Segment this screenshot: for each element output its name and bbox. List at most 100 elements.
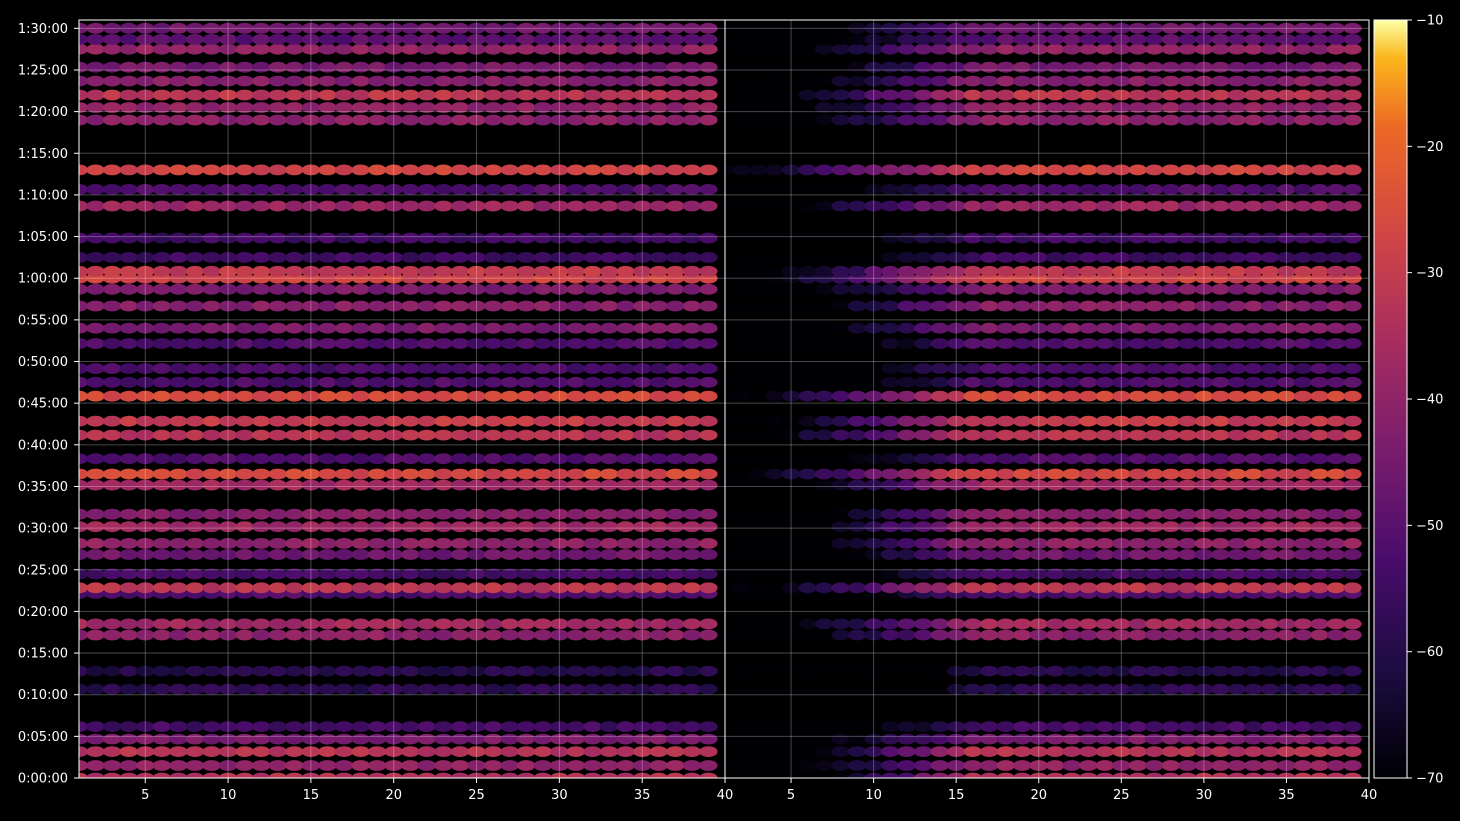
- heatmap-cell: [831, 629, 850, 641]
- heatmap-cell: [831, 43, 850, 55]
- heatmap-cell: [583, 114, 602, 126]
- heatmap-cell: [334, 265, 354, 277]
- heatmap-cell: [1029, 521, 1048, 533]
- heatmap-cell: [202, 61, 221, 73]
- heatmap-cell: [930, 300, 949, 312]
- heatmap-cell: [1046, 75, 1065, 87]
- heatmap-cell: [732, 453, 751, 465]
- heatmap-cell: [268, 252, 287, 263]
- heatmap-cell: [725, 521, 735, 533]
- heatmap-cell: [831, 89, 850, 101]
- heatmap-cell: [533, 184, 552, 195]
- heatmap-cell: [1277, 683, 1296, 695]
- heatmap-cell: [930, 618, 949, 630]
- heatmap-cell: [666, 322, 685, 334]
- heatmap-cell: [1079, 322, 1098, 334]
- heatmap-cell: [351, 618, 370, 630]
- heatmap-cell: [996, 508, 1015, 520]
- heatmap-cell: [599, 582, 619, 594]
- heatmap-cell: [268, 760, 287, 771]
- heatmap-cell: [583, 746, 602, 757]
- heatmap-cell: [682, 521, 702, 533]
- heatmap-cell: [616, 61, 635, 73]
- heatmap-cell: [930, 760, 949, 771]
- heatmap-cell: [1161, 114, 1181, 126]
- heatmap-cell: [136, 629, 155, 641]
- heatmap-cell: [1227, 721, 1247, 732]
- heatmap-cell: [1013, 265, 1032, 277]
- heatmap-cell: [814, 61, 834, 73]
- heatmap-cell: [417, 521, 436, 533]
- heatmap-cell: [1277, 549, 1296, 560]
- heatmap-cell: [450, 200, 470, 212]
- heatmap-cell: [583, 43, 602, 55]
- heatmap-cell: [185, 618, 205, 630]
- heatmap-cell: [1095, 760, 1115, 771]
- heatmap-cell: [1013, 164, 1032, 176]
- x-tick-label: 5: [787, 788, 795, 803]
- heatmap-cell: [79, 338, 89, 349]
- heatmap-cell: [1277, 568, 1296, 580]
- heatmap-cell: [947, 760, 966, 771]
- heatmap-cell: [914, 721, 933, 732]
- heatmap-cell: [831, 549, 850, 560]
- heatmap-cell: [119, 415, 138, 427]
- heatmap-cell: [566, 468, 586, 480]
- heatmap-cell: [1343, 232, 1362, 244]
- heatmap-cell: [252, 521, 271, 533]
- heatmap-cell: [500, 363, 519, 374]
- heatmap-cell: [285, 479, 304, 491]
- heatmap-cell: [119, 760, 138, 771]
- heatmap-cell: [649, 468, 668, 480]
- heatmap-cell: [699, 549, 718, 560]
- heatmap-cell: [1211, 453, 1230, 465]
- heatmap-cell: [218, 479, 238, 491]
- heatmap-cell: [235, 453, 254, 465]
- heatmap-cell: [417, 265, 436, 277]
- heatmap-cell: [1293, 521, 1313, 533]
- heatmap-cell: [814, 114, 834, 126]
- heatmap-cell: [1145, 568, 1164, 580]
- heatmap-cell: [1178, 772, 1197, 778]
- heatmap-cell: [169, 300, 188, 312]
- heatmap-cell: [1326, 184, 1346, 195]
- heatmap-cell: [1260, 114, 1280, 126]
- heatmap-cell: [798, 34, 817, 45]
- heatmap-cell: [252, 114, 271, 126]
- heatmap-cell: [1211, 75, 1230, 87]
- heatmap-cell: [880, 283, 900, 295]
- heatmap-cell: [185, 283, 205, 295]
- heatmap-cell: [1244, 283, 1263, 295]
- heatmap-cell: [947, 164, 966, 176]
- heatmap-cell: [1277, 746, 1296, 757]
- heatmap-cell: [218, 468, 238, 480]
- heatmap-cell: [599, 75, 619, 87]
- heatmap-cell: [1046, 772, 1065, 778]
- heatmap-cell: [218, 629, 238, 641]
- heatmap-cell: [666, 75, 685, 87]
- heatmap-cell: [897, 568, 916, 580]
- heatmap-cell: [1029, 322, 1048, 334]
- heatmap-cell: [1128, 665, 1148, 677]
- heatmap-cell: [798, 538, 817, 549]
- heatmap-cell: [384, 376, 403, 388]
- heatmap-cell: [152, 521, 171, 533]
- heatmap-cell: [301, 232, 321, 244]
- heatmap-cell: [1112, 34, 1131, 45]
- heatmap-cell: [533, 265, 552, 277]
- heatmap-cell: [798, 89, 817, 101]
- heatmap-cell: [136, 582, 155, 594]
- heatmap-cell: [1194, 283, 1214, 295]
- heatmap-cell: [434, 582, 453, 594]
- heatmap-cell: [682, 760, 702, 771]
- heatmap-cell: [467, 363, 486, 374]
- heatmap-cell: [1310, 322, 1329, 334]
- heatmap-cell: [434, 61, 453, 73]
- heatmap-cell: [1293, 75, 1313, 87]
- heatmap-cell: [102, 300, 122, 312]
- heatmap-cell: [798, 75, 817, 87]
- heatmap-cell: [334, 338, 354, 349]
- heatmap-cell: [897, 184, 916, 195]
